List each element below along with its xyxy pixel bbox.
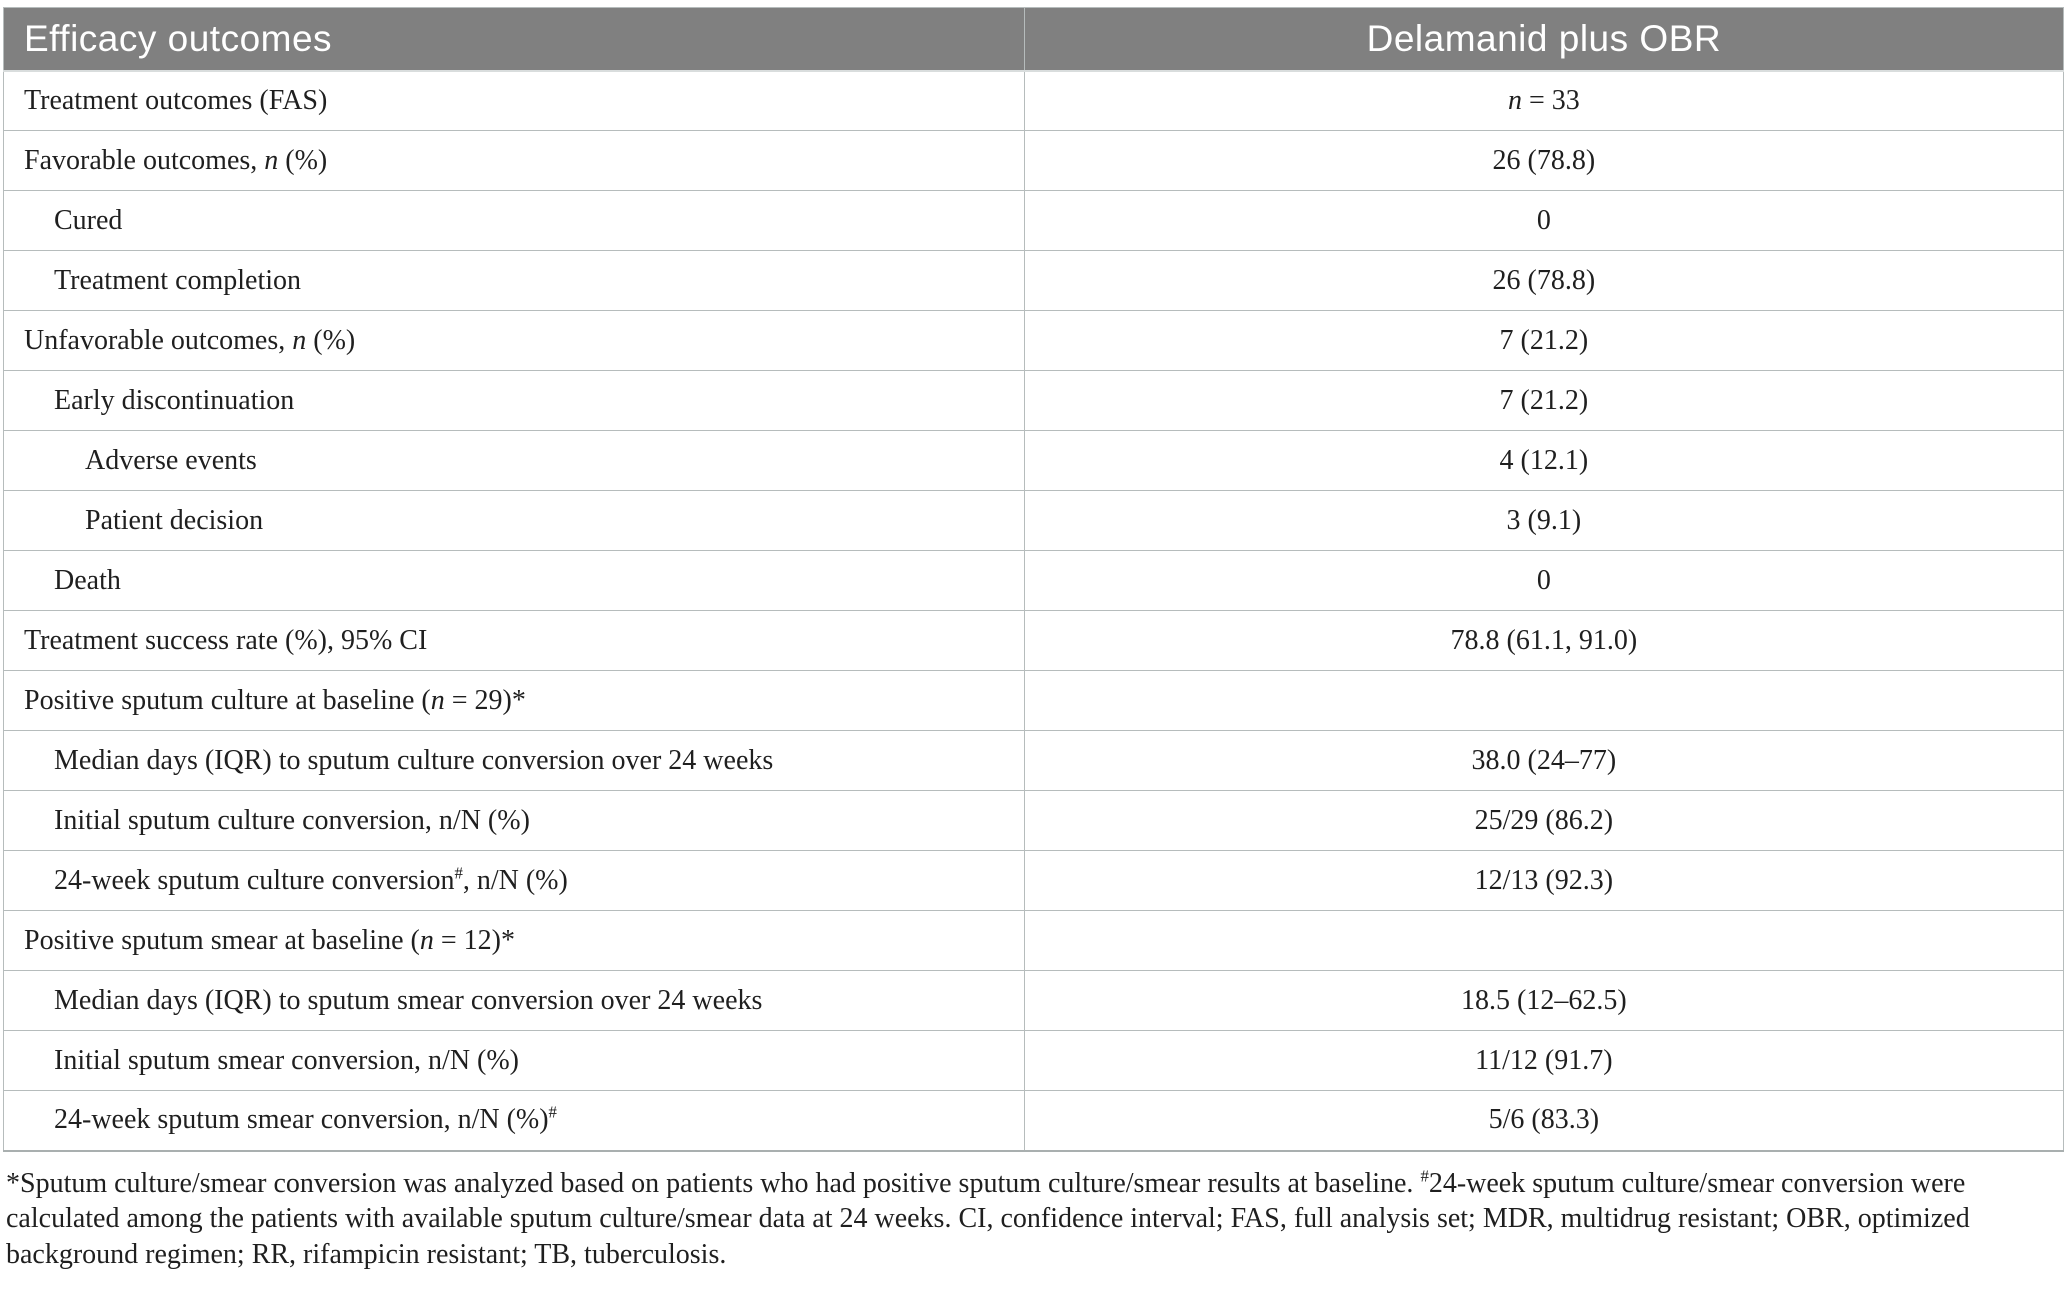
row-value: 26 (78.8) [1024, 250, 2064, 311]
table-row: Initial sputum culture conversion, n/N (… [3, 790, 2064, 851]
table-header: Efficacy outcomes Delamanid plus OBR [3, 7, 2064, 72]
table-row: Positive sputum culture at baseline (n =… [3, 670, 2064, 731]
table-row: Median days (IQR) to sputum culture conv… [3, 730, 2064, 791]
row-value: 38.0 (24–77) [1024, 730, 2064, 791]
table-row: Cured 0 [3, 190, 2064, 251]
row-value: 4 (12.1) [1024, 430, 2064, 491]
row-value: 3 (9.1) [1024, 490, 2064, 551]
table-footnote: *Sputum culture/smear conversion was ana… [6, 1166, 1970, 1270]
row-value: 0 [1024, 550, 2064, 611]
table-row: 24-week sputum culture conversion#, n/N … [3, 850, 2064, 911]
row-label: Adverse events [3, 430, 1025, 491]
row-value: 5/6 (83.3) [1024, 1090, 2064, 1151]
row-label: Cured [3, 190, 1025, 251]
header-row: Efficacy outcomes Delamanid plus OBR [3, 7, 2064, 72]
row-value: 25/29 (86.2) [1024, 790, 2064, 851]
table-row: Patient decision 3 (9.1) [3, 490, 2064, 551]
table-row: Adverse events 4 (12.1) [3, 430, 2064, 491]
row-label: 24-week sputum smear conversion, n/N (%)… [3, 1090, 1025, 1151]
row-label: Treatment outcomes (FAS) [3, 70, 1025, 131]
efficacy-outcomes-table: Efficacy outcomes Delamanid plus OBR Tre… [3, 7, 2064, 1152]
table-row: Favorable outcomes, n (%) 26 (78.8) [3, 130, 2064, 191]
table-row: Positive sputum smear at baseline (n = 1… [3, 910, 2064, 971]
row-label: Early discontinuation [3, 370, 1025, 431]
row-label: Initial sputum smear conversion, n/N (%) [3, 1030, 1025, 1091]
row-label: Initial sputum culture conversion, n/N (… [3, 790, 1025, 851]
column-header-delamanid-plus-obr: Delamanid plus OBR [1024, 7, 2064, 72]
row-label: Median days (IQR) to sputum smear conver… [3, 970, 1025, 1031]
row-value: 78.8 (61.1, 91.0) [1024, 610, 2064, 671]
table-row: 24-week sputum smear conversion, n/N (%)… [3, 1090, 2064, 1151]
table-row: Unfavorable outcomes, n (%) 7 (21.2) [3, 310, 2064, 371]
row-value: 18.5 (12–62.5) [1024, 970, 2064, 1031]
row-value [1024, 910, 2064, 971]
table-row: Initial sputum smear conversion, n/N (%)… [3, 1030, 2064, 1091]
row-value: 7 (21.2) [1024, 310, 2064, 371]
row-label: Positive sputum culture at baseline (n =… [3, 670, 1025, 731]
table-row: Death 0 [3, 550, 2064, 611]
row-value: 0 [1024, 190, 2064, 251]
row-label: Unfavorable outcomes, n (%) [3, 310, 1025, 371]
row-value: 26 (78.8) [1024, 130, 2064, 191]
row-label: Treatment success rate (%), 95% CI [3, 610, 1025, 671]
row-value: 11/12 (91.7) [1024, 1030, 2064, 1091]
row-value: n = 33 [1507, 84, 1580, 116]
table-row: Median days (IQR) to sputum smear conver… [3, 970, 2064, 1031]
row-value: 7 (21.2) [1024, 370, 2064, 431]
table-body: Treatment outcomes (FAS) n = 33 Favorabl… [3, 70, 2064, 1151]
row-label: Treatment completion [3, 250, 1025, 311]
table-row: Early discontinuation 7 (21.2) [3, 370, 2064, 431]
row-label: Positive sputum smear at baseline (n = 1… [3, 910, 1025, 971]
row-label: Death [3, 550, 1025, 611]
table-row: Treatment success rate (%), 95% CI 78.8 … [3, 610, 2064, 671]
table-row: Treatment outcomes (FAS) n = 33 [3, 70, 2064, 131]
row-value: 12/13 (92.3) [1024, 850, 2064, 911]
table-row: Treatment completion 26 (78.8) [3, 250, 2064, 311]
column-header-efficacy-outcomes: Efficacy outcomes [3, 7, 1025, 72]
row-label: Favorable outcomes, n (%) [3, 130, 1025, 191]
table-figure: Efficacy outcomes Delamanid plus OBR Tre… [3, 7, 2064, 1270]
row-label: Patient decision [3, 490, 1025, 551]
row-value [1024, 670, 2064, 731]
row-label: 24-week sputum culture conversion#, n/N … [3, 850, 1025, 911]
row-label: Median days (IQR) to sputum culture conv… [3, 730, 1025, 791]
